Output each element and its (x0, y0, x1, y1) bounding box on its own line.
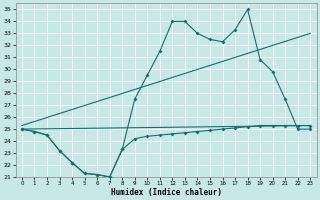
X-axis label: Humidex (Indice chaleur): Humidex (Indice chaleur) (111, 188, 221, 197)
